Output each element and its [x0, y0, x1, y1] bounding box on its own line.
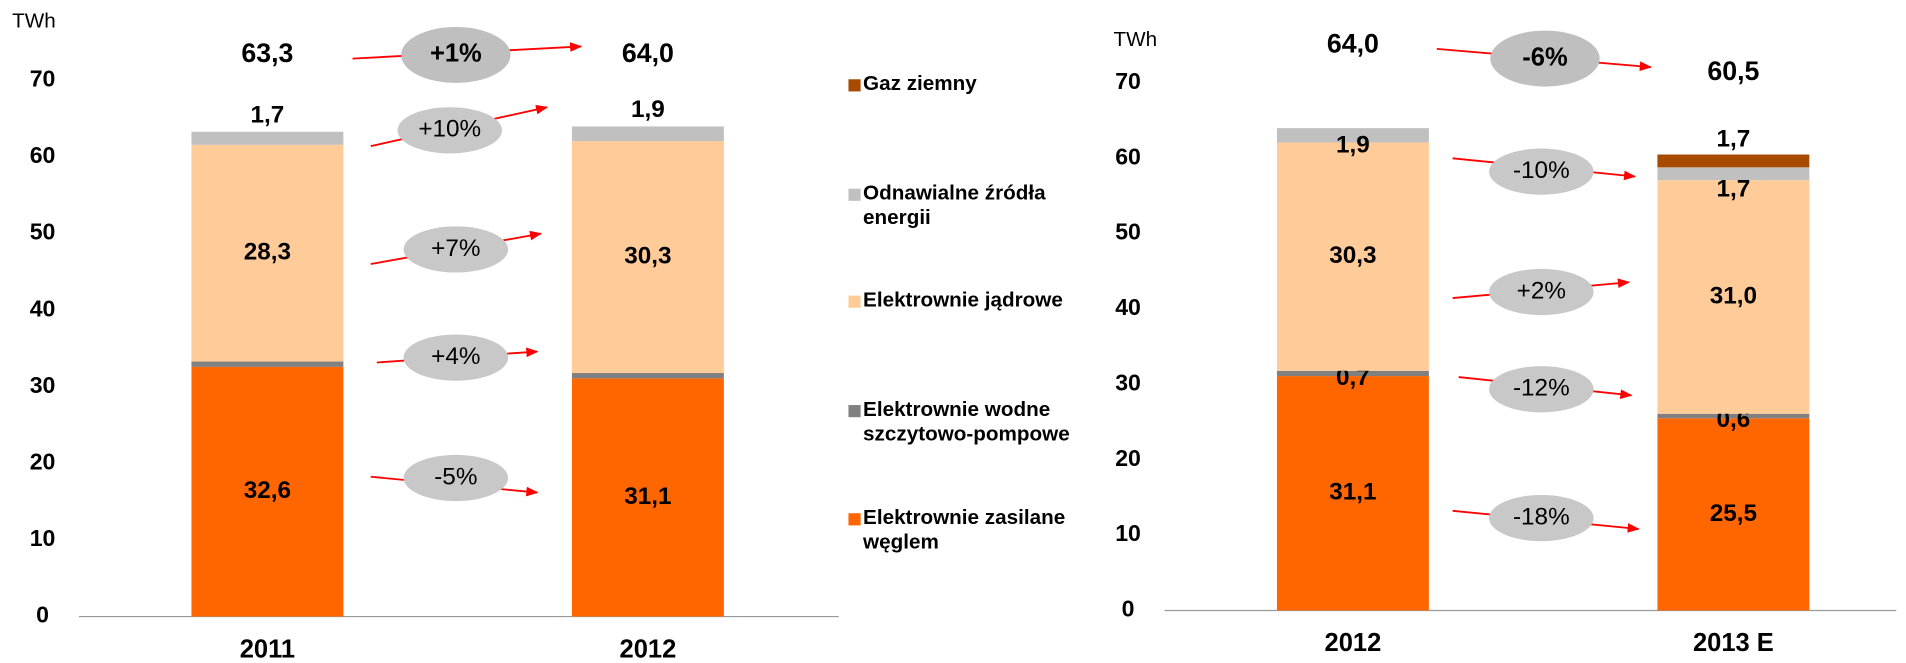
legend-swatch — [848, 79, 861, 92]
y-tick-label: 60 — [30, 142, 56, 168]
bar-segment — [1276, 128, 1429, 143]
legend-label: Elektrownie zasilane węglem — [863, 505, 1066, 554]
y-tick-label: 40 — [30, 295, 56, 321]
bar-segment — [1276, 376, 1429, 611]
legend-label: Elektrownie jądrowe — [863, 288, 1063, 312]
x-tick-label: 2013 E — [1693, 629, 1774, 657]
legend-item: Odnawialne źródła energii — [863, 181, 1046, 229]
legend-label: Gaz ziemny — [863, 71, 977, 96]
change-label: +2% — [1517, 277, 1566, 304]
x-tick-label: 2012 — [620, 635, 677, 663]
change-label: -5% — [434, 463, 477, 490]
y-axis-unit: TWh — [12, 10, 56, 33]
y-tick-label: 40 — [1115, 294, 1141, 320]
change-bubble — [1490, 30, 1600, 87]
bar-segment — [1657, 418, 1810, 611]
change-bubble — [1489, 268, 1594, 316]
y-tick-label: 20 — [30, 448, 56, 474]
y-tick-label: 60 — [1115, 143, 1141, 169]
data-label: 32,6 — [244, 477, 291, 504]
data-label: 1,9 — [1336, 132, 1370, 159]
change-bubble — [1489, 494, 1594, 542]
change-bubble — [403, 334, 509, 381]
legend-swatch — [848, 188, 861, 201]
x-tick-label: 2011 — [240, 635, 295, 663]
change-label: -18% — [1513, 504, 1570, 531]
change-label: +4% — [431, 343, 480, 370]
data-label: 31,1 — [624, 483, 671, 510]
bar-segment — [571, 378, 724, 617]
y-tick-label: 10 — [30, 525, 56, 551]
y-tick-label: 20 — [1115, 445, 1141, 471]
change-bubble — [397, 107, 503, 154]
y-tick-label: 30 — [1115, 369, 1141, 395]
y-tick-label: 0 — [36, 602, 49, 628]
data-label: 1,9 — [631, 96, 665, 123]
bar-segment — [1276, 370, 1429, 377]
total-label: 64,0 — [1327, 28, 1379, 58]
data-label: 30,3 — [624, 242, 671, 269]
change-label: -12% — [1513, 375, 1570, 402]
bar-segment — [571, 373, 724, 379]
data-label: 31,1 — [1329, 479, 1376, 506]
legend-item: Elektrownie jądrowe — [863, 288, 1063, 312]
bar-segment — [571, 140, 724, 374]
bar-segment — [1657, 167, 1810, 181]
total-label: 64,0 — [622, 38, 674, 68]
data-label: 28,3 — [244, 239, 291, 266]
y-tick-label: 0 — [1122, 596, 1135, 622]
bar-segment — [191, 366, 344, 617]
bar-segment — [191, 361, 344, 367]
change-label: +7% — [431, 235, 480, 262]
legend-item: Elektrownie wodne szczytowo-pompowe — [863, 397, 1070, 446]
total-label: 60,5 — [1707, 56, 1759, 86]
data-label: 30,3 — [1329, 242, 1376, 269]
data-label: 1,7 — [1716, 175, 1750, 202]
data-label: 31,0 — [1710, 282, 1757, 309]
bar-segment — [571, 126, 724, 141]
legend-item: Gaz ziemny — [863, 71, 977, 96]
y-tick-label: 50 — [1115, 219, 1141, 245]
change-label: -6% — [1522, 43, 1568, 71]
change-label: +1% — [430, 40, 482, 68]
change-bubble — [403, 226, 509, 273]
legend-swatch — [848, 295, 861, 308]
change-bubble — [1489, 148, 1594, 195]
y-tick-label: 30 — [30, 372, 56, 398]
total-label: 63,3 — [241, 38, 293, 68]
change-bubble — [1489, 366, 1594, 413]
bar-segment — [1657, 154, 1810, 168]
y-axis-unit: TWh — [1113, 28, 1157, 51]
legend-label: Elektrownie wodne szczytowo-pompowe — [863, 397, 1070, 446]
y-tick-label: 10 — [1115, 520, 1141, 546]
change-bubble — [401, 27, 511, 83]
data-label: 1,7 — [1716, 125, 1750, 152]
bar-segment — [191, 131, 344, 145]
legend-swatch — [848, 405, 861, 418]
change-label: -10% — [1513, 157, 1570, 184]
bar-segment — [191, 144, 344, 362]
legend-label: Odnawialne źródła energii — [863, 181, 1046, 229]
legend-swatch — [848, 513, 861, 526]
change-label: +10% — [418, 116, 481, 143]
y-tick-label: 70 — [30, 66, 56, 92]
y-tick-label: 70 — [1115, 68, 1141, 94]
y-tick-label: 50 — [30, 219, 56, 245]
change-bubble — [403, 454, 509, 502]
bar-segment — [1657, 413, 1810, 419]
bar-segment — [1657, 180, 1810, 414]
legend-item: Elektrownie zasilane węglem — [863, 505, 1066, 554]
data-label: 25,5 — [1710, 500, 1757, 527]
x-tick-label: 2012 — [1325, 629, 1382, 657]
bar-segment — [1276, 142, 1429, 371]
data-label: 1,7 — [251, 101, 285, 128]
